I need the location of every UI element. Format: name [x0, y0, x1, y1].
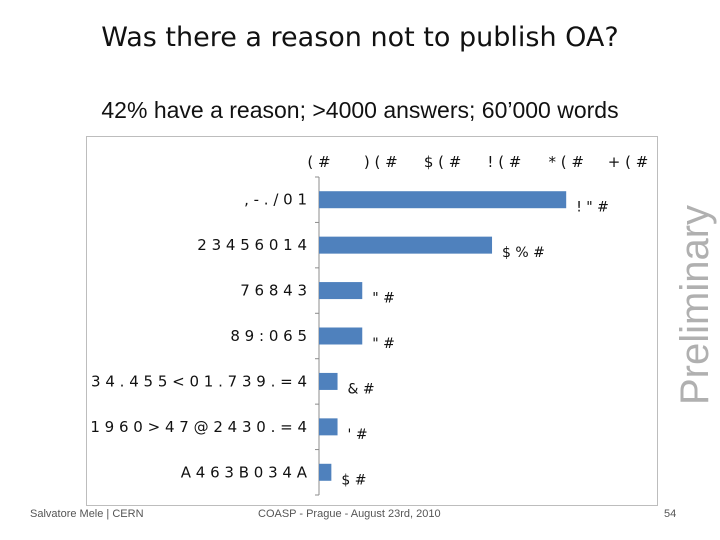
data-label: " # — [372, 291, 395, 307]
category-label: 7 6 8 4 3 — [240, 282, 307, 300]
bar — [319, 418, 338, 436]
chart-svg: ( # ) ( # $ ( # ! ( # * ( # + ( # , - . / 0 1!… — [87, 153, 649, 496]
bar — [319, 282, 363, 300]
data-label: $ % # — [502, 245, 545, 261]
data-label: " # — [372, 336, 395, 352]
page-number: 54 — [664, 508, 677, 520]
category-label: 2 3 4 5 6 0 1 4 — [197, 236, 307, 254]
x-tick-label: + ( # — [608, 153, 649, 171]
footer-event: COASP - Prague - August 23rd, 2010 — [258, 508, 441, 520]
bar — [319, 236, 493, 254]
x-tick-label: $ ( # — [424, 153, 462, 171]
preliminary-watermark: Preliminary — [673, 204, 717, 405]
x-tick-label: ! ( # — [487, 153, 521, 171]
category-label: , - . / 0 1 — [244, 191, 307, 209]
data-label: ' # — [348, 427, 368, 443]
bar — [319, 191, 567, 209]
category-label: A 4 6 3 B 0 3 4 A — [181, 463, 308, 481]
data-label: ! " # — [576, 200, 609, 216]
slide-subtitle: 42% have a reason; >4000 answers; 60’000… — [101, 97, 619, 123]
data-label: $ # — [341, 472, 366, 488]
data-label: & # — [348, 381, 375, 397]
footer-author: Salvatore Mele | CERN — [30, 508, 144, 520]
bar — [319, 327, 363, 345]
x-tick-label: ) ( # — [364, 153, 398, 171]
category-label: . 4 1 9 6 0 > 4 7 @ 2 4 3 0 . = 4 — [87, 418, 307, 436]
bar-chart: ( # ) ( # $ ( # ! ( # * ( # + ( # , - . / 0 1!… — [86, 136, 658, 506]
category-label: 8 9 : 0 6 5 — [230, 327, 307, 345]
slide-title: Was there a reason not to publish OA? — [101, 22, 619, 53]
bar — [319, 463, 332, 481]
bar — [319, 372, 338, 390]
x-tick-label: ( # — [307, 153, 330, 171]
x-tick-label: * ( # — [548, 153, 583, 171]
category-label: - . 9 ; 9 3 4 . 4 5 5 < 0 1 . 7 3 9 . = … — [87, 372, 307, 390]
